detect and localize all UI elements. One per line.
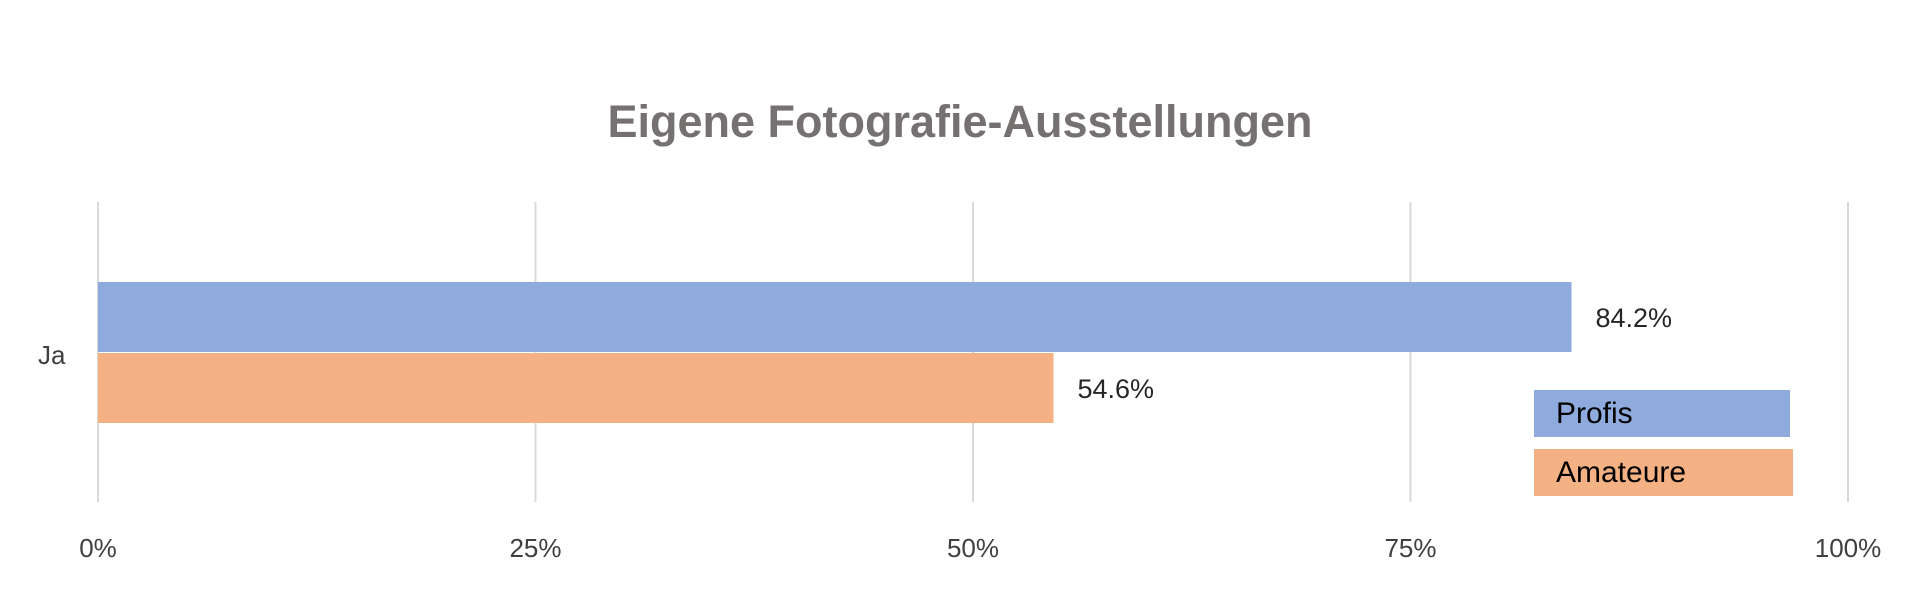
x-tick-label: 0% bbox=[79, 533, 117, 563]
legend-item-amateure: Amateure bbox=[1534, 449, 1793, 496]
bar-amateure bbox=[98, 353, 1054, 423]
chart-title: Eigene Fotografie-Ausstellungen bbox=[607, 96, 1313, 147]
data-label: 84.2% bbox=[1596, 303, 1673, 333]
bar-profis bbox=[98, 282, 1572, 352]
x-tick-label: 25% bbox=[509, 533, 561, 563]
y-category-label: Ja bbox=[38, 340, 66, 370]
x-tick-label: 50% bbox=[947, 533, 999, 563]
x-tick-label: 100% bbox=[1815, 533, 1882, 563]
legend-item-profis: Profis bbox=[1534, 390, 1790, 437]
x-tick-label: 75% bbox=[1384, 533, 1436, 563]
data-label: 54.6% bbox=[1078, 374, 1155, 404]
